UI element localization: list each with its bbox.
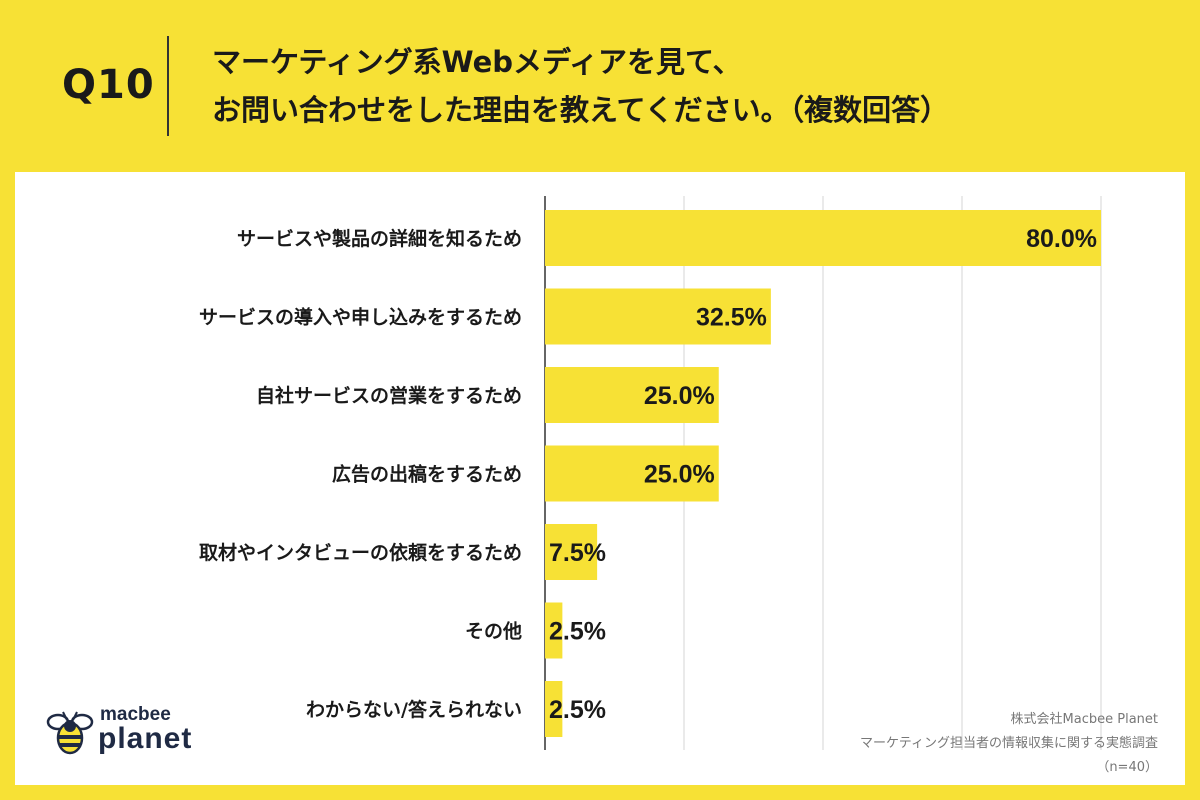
category-label: 広告の出稿をするため <box>332 463 522 486</box>
logo-text-bottom: planet <box>98 722 193 755</box>
category-label: その他 <box>465 620 522 643</box>
category-label: わからない/答えられない <box>306 698 522 721</box>
bee-icon <box>46 711 94 755</box>
bar <box>545 210 1101 266</box>
source-survey: マーケティング担当者の情報収集に関する実態調査 <box>860 736 1158 751</box>
category-label: サービスや製品の詳細を知るため <box>237 227 522 250</box>
label-layer: サービスや製品の詳細を知るため 80.0% サービスの導入や申し込みをするため 32.… <box>199 225 1097 724</box>
company-logo: macbee planet <box>44 700 214 770</box>
logo-text-top: macbee <box>100 704 171 725</box>
bar <box>545 602 563 659</box>
value-label: 7.5% <box>549 539 606 567</box>
value-label: 25.0% <box>644 461 715 489</box>
source-company: 株式会社Macbee Planet <box>1010 712 1158 727</box>
category-label: サービスの導入や申し込みをするため <box>199 306 522 329</box>
value-label: 80.0% <box>1026 225 1097 253</box>
source-sample-size: （n=40） <box>1096 760 1158 775</box>
header-divider <box>167 36 169 136</box>
bar <box>545 367 719 423</box>
bar <box>545 445 719 502</box>
category-label: 取材やインタビューの依頼をするため <box>199 541 522 564</box>
value-label: 25.0% <box>644 382 715 410</box>
bar <box>545 524 598 580</box>
source-note: 株式会社Macbee Planet マーケティング担当者の情報収集に関する実態調… <box>860 708 1158 780</box>
value-label: 2.5% <box>549 696 606 724</box>
bar-layer <box>545 210 1101 737</box>
question-number: Q10 <box>62 62 155 108</box>
value-label: 2.5% <box>549 618 606 646</box>
question-title-line2: お問い合わせをした理由を教えてください。（複数回答） <box>212 93 950 127</box>
bar <box>545 681 563 737</box>
bar <box>545 288 771 345</box>
category-label: 自社サービスの営業をするため <box>256 384 522 407</box>
value-label: 32.5% <box>696 304 767 332</box>
question-title: マーケティング系Webメディアを見て、 お問い合わせをした理由を教えてください。… <box>212 38 949 134</box>
question-title-line1: マーケティング系Webメディアを見て、 <box>212 45 742 79</box>
